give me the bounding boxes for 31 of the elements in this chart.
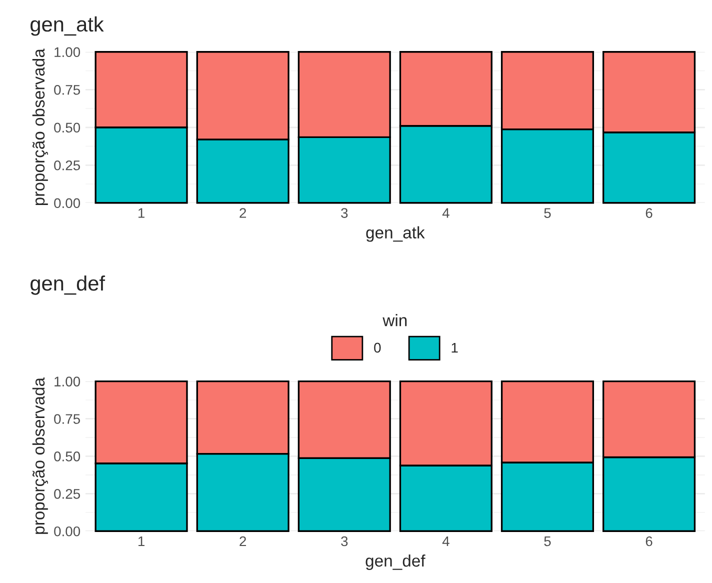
x-axis-title: gen_atk	[366, 226, 425, 242]
x-tick-label: 5	[544, 208, 551, 218]
y-tick-label: 0.00	[54, 198, 80, 208]
y-tick-label: 0.50	[54, 122, 80, 133]
x-tick-label: 1	[138, 536, 144, 546]
y-tick-label: 0.25	[54, 160, 80, 170]
y-axis-title: proporção observada	[32, 48, 48, 206]
x-tick-label: 3	[341, 208, 348, 218]
y-tick-label: 0.25	[54, 488, 80, 499]
y-tick-label: 0.50	[54, 452, 80, 462]
x-tick-label: 4	[442, 208, 450, 218]
chart-title: gen_def	[30, 275, 106, 295]
y-tick-label: 1.00	[54, 47, 80, 58]
y-axis-title: proporção observada	[32, 377, 48, 534]
legend-label: 1	[452, 342, 458, 352]
x-tick-label: 1	[138, 208, 144, 218]
x-tick-label: 6	[646, 208, 652, 218]
x-tick-label: 6	[646, 536, 652, 546]
x-tick-label: 2	[240, 536, 246, 546]
legend-title: win	[382, 314, 407, 326]
x-axis-title: gen_def	[366, 554, 426, 570]
y-tick-label: 0.75	[54, 414, 80, 424]
y-tick-label: 0.00	[54, 526, 80, 536]
x-tick-label: 3	[341, 536, 348, 546]
x-tick-label: 4	[442, 536, 450, 546]
x-tick-label: 2	[240, 208, 246, 218]
legend-label: 0	[374, 342, 381, 353]
y-tick-label: 0.75	[54, 84, 80, 95]
x-tick-label: 5	[544, 536, 551, 546]
chart-title: gen_atk	[30, 16, 104, 36]
y-tick-label: 1.00	[54, 376, 80, 386]
